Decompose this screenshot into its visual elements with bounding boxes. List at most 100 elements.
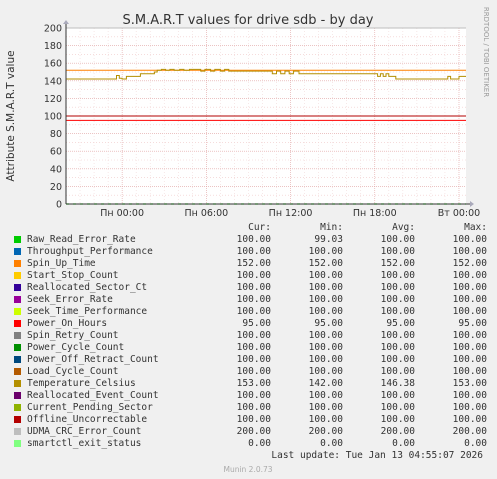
legend-cur: 100.00 bbox=[236, 402, 271, 413]
legend-header-min: Min: bbox=[320, 222, 343, 233]
legend-max: 100.00 bbox=[452, 234, 487, 245]
legend-max: 100.00 bbox=[452, 354, 487, 365]
legend-name: Seek_Time_Performance bbox=[27, 306, 148, 317]
legend-avg: 100.00 bbox=[380, 234, 415, 245]
legend-avg: 100.00 bbox=[380, 342, 415, 353]
legend-min: 95.00 bbox=[314, 318, 343, 329]
legend-max: 100.00 bbox=[452, 306, 487, 317]
legend-name: Reallocated_Event_Count bbox=[27, 390, 159, 401]
legend-cur: 200.00 bbox=[236, 426, 271, 437]
legend-name: Current_Pending_Sector bbox=[27, 402, 153, 413]
legend-max: 100.00 bbox=[452, 402, 487, 413]
y-tick-label: 160 bbox=[44, 59, 62, 70]
y-tick-label: 80 bbox=[50, 129, 62, 140]
legend-name: Seek_Error_Rate bbox=[27, 294, 113, 305]
legend-name: Spin_Up_Time bbox=[27, 258, 96, 269]
munin-version: Munin 2.0.73 bbox=[223, 465, 272, 474]
legend-row: Reallocated_Event_Count 100.00 100.00 100.0… bbox=[12, 390, 487, 402]
legend-row: Power_Off_Retract_Count 100.00 100.00 100.0… bbox=[12, 354, 487, 366]
y-tick-label: 60 bbox=[50, 147, 62, 158]
legend-max: 100.00 bbox=[452, 414, 487, 425]
legend-rows: Raw_Read_Error_Rate 100.00 99.03 100.00 100.… bbox=[12, 234, 487, 450]
legend-avg: 100.00 bbox=[380, 390, 415, 401]
y-tick-label: 180 bbox=[44, 41, 62, 52]
legend-cur: 100.00 bbox=[236, 294, 271, 305]
legend-max: 100.00 bbox=[452, 342, 487, 353]
y-axis-label: Attribute S.M.A.R.T value bbox=[5, 50, 17, 181]
y-tick-label: 140 bbox=[44, 76, 62, 87]
legend-swatch bbox=[14, 404, 21, 411]
legend-max: 95.00 bbox=[458, 318, 487, 329]
legend-min: 0.00 bbox=[320, 438, 343, 449]
legend-avg: 100.00 bbox=[380, 402, 415, 413]
legend-min: 142.00 bbox=[308, 378, 343, 389]
legend-min: 100.00 bbox=[308, 282, 343, 293]
legend-avg: 100.00 bbox=[380, 282, 415, 293]
last-update: Last update: Tue Jan 13 04:55:07 2026 bbox=[271, 450, 483, 461]
legend-max: 100.00 bbox=[452, 366, 487, 377]
legend-cur: 0.00 bbox=[248, 438, 271, 449]
legend-avg: 100.00 bbox=[380, 294, 415, 305]
legend-row: Seek_Error_Rate 100.00 100.00 100.00 100.00 bbox=[12, 294, 487, 306]
legend-row: Temperature_Celsius 153.00 142.00 146.38 153… bbox=[12, 378, 487, 390]
legend-cur: 95.00 bbox=[242, 318, 271, 329]
legend-name: Power_Cycle_Count bbox=[27, 342, 125, 353]
legend-name: Spin_Retry_Count bbox=[27, 330, 119, 341]
legend-min: 100.00 bbox=[308, 366, 343, 377]
legend-max: 100.00 bbox=[452, 246, 487, 257]
legend-cur: 100.00 bbox=[236, 282, 271, 293]
axes bbox=[63, 20, 474, 207]
legend-min: 100.00 bbox=[308, 414, 343, 425]
legend-cur: 100.00 bbox=[236, 414, 271, 425]
legend-min: 100.00 bbox=[308, 294, 343, 305]
legend-avg: 152.00 bbox=[380, 258, 415, 269]
legend-min: 100.00 bbox=[308, 342, 343, 353]
legend-max: 100.00 bbox=[452, 282, 487, 293]
legend-name: Start_Stop_Count bbox=[27, 270, 119, 281]
legend-avg: 146.38 bbox=[380, 378, 415, 389]
legend-cur: 153.00 bbox=[236, 378, 271, 389]
legend-min: 100.00 bbox=[308, 330, 343, 341]
legend-swatch bbox=[14, 296, 21, 303]
y-tick-label: 40 bbox=[50, 164, 62, 175]
legend-avg: 100.00 bbox=[380, 366, 415, 377]
y-tick-label: 20 bbox=[50, 182, 62, 193]
legend-swatch bbox=[14, 416, 21, 423]
legend-header-avg: Avg: bbox=[392, 222, 415, 233]
legend-swatch bbox=[14, 380, 21, 387]
legend-min: 99.03 bbox=[314, 234, 343, 245]
legend-cur: 100.00 bbox=[236, 330, 271, 341]
x-tick-label: Пн 18:00 bbox=[353, 208, 397, 219]
legend-row: Raw_Read_Error_Rate 100.00 99.03 100.00 100.… bbox=[12, 234, 487, 246]
legend-name: smartctl_exit_status bbox=[27, 438, 142, 449]
legend-max: 152.00 bbox=[452, 258, 487, 269]
legend-max: 100.00 bbox=[452, 294, 487, 305]
legend-min: 100.00 bbox=[308, 402, 343, 413]
legend-row: Power_Cycle_Count 100.00 100.00 100.00 100.0… bbox=[12, 342, 487, 354]
legend-name: Raw_Read_Error_Rate bbox=[27, 234, 136, 245]
legend-swatch bbox=[14, 368, 21, 375]
legend-header-cur: Cur: bbox=[248, 222, 271, 233]
legend-swatch bbox=[14, 272, 21, 279]
legend-header-max: Max: bbox=[464, 222, 487, 233]
legend-max: 200.00 bbox=[452, 426, 487, 437]
legend-row: UDMA_CRC_Error_Count 200.00 200.00 200.00 20… bbox=[12, 426, 487, 438]
legend-row: Load_Cycle_Count 100.00 100.00 100.00 100.00 bbox=[12, 366, 487, 378]
x-tick-label: Пн 00:00 bbox=[100, 208, 144, 219]
legend-row: Spin_Retry_Count 100.00 100.00 100.00 100.00 bbox=[12, 330, 487, 342]
legend-max: 100.00 bbox=[452, 330, 487, 341]
chart-title: S.M.A.R.T values for drive sdb - by day bbox=[123, 13, 374, 28]
legend-min: 100.00 bbox=[308, 354, 343, 365]
legend-table: Cur: Min: Avg: Max: Raw_Read_Error_Rate 1… bbox=[12, 222, 487, 450]
legend-name: Power_Off_Retract_Count bbox=[27, 354, 159, 365]
legend-avg: 100.00 bbox=[380, 246, 415, 257]
legend-name: Load_Cycle_Count bbox=[27, 366, 119, 377]
legend-swatch bbox=[14, 320, 21, 327]
y-tick-label: 0 bbox=[56, 200, 62, 211]
legend-header: Cur: Min: Avg: Max: bbox=[12, 222, 487, 234]
x-tick-label: Пн 12:00 bbox=[269, 208, 313, 219]
legend-row: Power_On_Hours 95.00 95.00 95.00 95.00 bbox=[12, 318, 487, 330]
legend-max: 100.00 bbox=[452, 270, 487, 281]
legend-cur: 100.00 bbox=[236, 366, 271, 377]
legend-swatch bbox=[14, 356, 21, 363]
